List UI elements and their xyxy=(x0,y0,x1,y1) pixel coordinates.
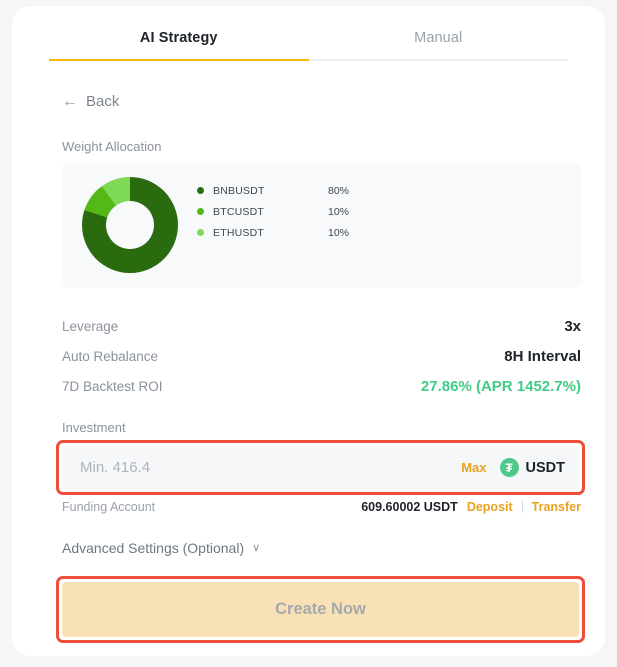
stat-key: Leverage xyxy=(62,319,119,334)
stat-key: 7D Backtest ROI xyxy=(62,379,163,394)
back-button[interactable]: ← Back xyxy=(62,93,119,110)
legend-item: ETHUSDT 10% xyxy=(197,224,349,241)
tab-manual-label: Manual xyxy=(414,30,463,46)
investment-input[interactable] xyxy=(80,459,462,476)
stat-row: Auto Rebalance 8H Interval xyxy=(62,348,581,378)
legend-symbol: ETHUSDT xyxy=(213,226,264,239)
back-label: Back xyxy=(86,93,120,110)
usdt-icon: ₮ xyxy=(499,458,519,477)
funding-account-row: Funding Account 609.60002 USDT Deposit T… xyxy=(62,500,581,514)
weight-allocation-label: Weight Allocation xyxy=(62,139,162,154)
deposit-link[interactable]: Deposit xyxy=(466,500,513,514)
tab-ai-strategy-label: AI Strategy xyxy=(139,30,218,46)
legend-color-dot xyxy=(197,229,204,236)
legend-percent: 10% xyxy=(328,226,350,239)
tab-manual[interactable]: Manual xyxy=(308,30,568,61)
chevron-down-icon: ∨ xyxy=(252,541,261,554)
stat-value: 8H Interval xyxy=(504,348,581,365)
strategy-card: AI Strategy Manual ← Back Weight Allocat… xyxy=(12,6,605,656)
funding-account-label: Funding Account xyxy=(62,500,156,514)
stat-value: 3x xyxy=(564,318,581,335)
legend-percent: 10% xyxy=(328,205,350,218)
funding-balance: 609.60002 USDT xyxy=(361,500,458,514)
stat-row: Leverage 3x xyxy=(62,318,581,348)
legend-color-dot xyxy=(197,208,204,215)
legend-item: BNBUSDT 80% xyxy=(197,182,349,199)
funding-account-actions: 609.60002 USDT Deposit Transfer xyxy=(361,500,581,514)
arrow-left-icon: ← xyxy=(62,92,78,110)
create-now-button[interactable]: Create Now xyxy=(62,582,579,637)
allocation-legend: BNBUSDT 80% BTCUSDT 10% ETHUSDT 10% xyxy=(197,182,349,245)
legend-item: BTCUSDT 10% xyxy=(197,203,349,220)
tab-bar: AI Strategy Manual xyxy=(49,30,568,61)
investment-label: Investment xyxy=(62,420,126,435)
transfer-link[interactable]: Transfer xyxy=(531,500,581,514)
advanced-settings-toggle[interactable]: Advanced Settings (Optional) ∨ xyxy=(62,540,260,556)
stat-value: 27.86% (APR 1452.7%) xyxy=(420,378,581,395)
create-now-annotation-box xyxy=(56,576,585,643)
currency-label: USDT xyxy=(525,459,565,476)
investment-annotation-box xyxy=(56,440,585,495)
investment-field[interactable]: Max ₮ USDT xyxy=(62,446,579,489)
stat-row: 7D Backtest ROI 27.86% (APR 1452.7%) xyxy=(62,378,581,408)
legend-symbol: BTCUSDT xyxy=(213,205,264,218)
legend-percent: 80% xyxy=(328,184,350,197)
legend-symbol: BNBUSDT xyxy=(213,184,265,197)
advanced-settings-label: Advanced Settings (Optional) xyxy=(62,540,245,556)
donut-hole xyxy=(106,201,154,249)
strategy-stats: Leverage 3x Auto Rebalance 8H Interval 7D Ba… xyxy=(62,318,581,408)
divider xyxy=(521,501,523,513)
allocation-donut-chart xyxy=(82,177,178,273)
currency-selector[interactable]: ₮ USDT xyxy=(499,458,565,477)
max-button[interactable]: Max xyxy=(461,460,487,475)
legend-color-dot xyxy=(197,187,204,194)
stat-key: Auto Rebalance xyxy=(62,349,159,364)
weight-allocation-card: BNBUSDT 80% BTCUSDT 10% ETHUSDT 10% xyxy=(62,163,581,288)
tab-ai-strategy[interactable]: AI Strategy xyxy=(49,30,309,61)
